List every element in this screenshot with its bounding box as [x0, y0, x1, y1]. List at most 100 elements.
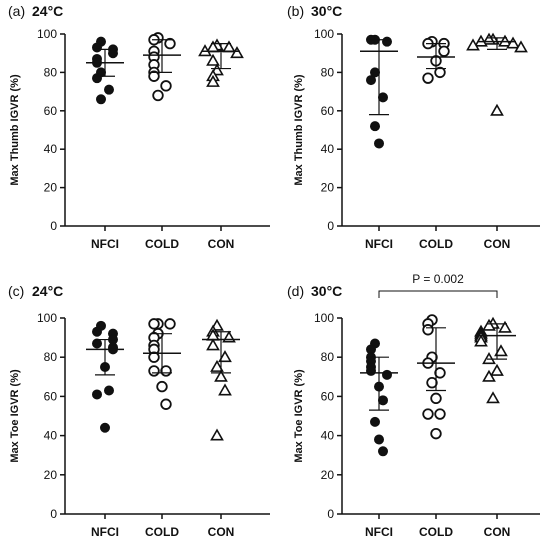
series-con [466, 32, 528, 116]
data-point [206, 338, 220, 351]
y-axis-label: Max Toe IGVR (%) [9, 369, 21, 463]
y-tick-label: 100 [314, 27, 334, 41]
data-point [430, 427, 442, 440]
data-point [366, 365, 376, 376]
data-point [206, 74, 220, 87]
series-con [198, 38, 244, 87]
significance-bracket [378, 290, 498, 298]
data-point [438, 45, 450, 57]
series-nfci [360, 34, 398, 149]
data-point [422, 324, 434, 336]
data-point [434, 408, 446, 420]
panel-label: (d) [287, 283, 304, 299]
x-tick-label: CON [484, 525, 511, 537]
series-cold [143, 318, 181, 410]
data-point [156, 380, 168, 393]
data-point [506, 36, 520, 49]
data-point [148, 365, 160, 377]
data-point [210, 428, 224, 441]
data-point [474, 334, 488, 347]
data-point [378, 446, 388, 457]
data-point [498, 320, 512, 333]
y-tick-label: 60 [321, 389, 335, 403]
data-point [108, 48, 118, 59]
data-point [370, 416, 380, 427]
x-tick-label: NFCI [91, 237, 119, 251]
panel-title: 30°C [311, 3, 342, 19]
data-point [494, 344, 508, 357]
y-tick-label: 0 [327, 507, 334, 521]
data-point [230, 46, 244, 59]
data-point [152, 89, 164, 102]
panel-label: (c) [8, 283, 24, 299]
y-tick-label: 80 [321, 350, 335, 364]
data-point [466, 38, 480, 51]
panel-a: (a) 24°C 0 20 40 60 80 100 Max Thumb IGVR (%) NFC… [8, 3, 270, 251]
y-tick-label: 40 [321, 429, 335, 443]
series-cold [417, 314, 455, 440]
data-point [164, 37, 176, 50]
data-point [382, 369, 392, 380]
data-point [422, 408, 434, 420]
x-tick-label: CON [208, 525, 235, 537]
data-point [482, 352, 496, 365]
data-point [490, 363, 504, 376]
data-point [160, 80, 172, 92]
y-tick-label: 0 [327, 219, 334, 233]
y-tick-label: 40 [44, 142, 58, 156]
data-point [160, 365, 172, 377]
data-point [92, 326, 102, 337]
x-tick-label: COLD [419, 525, 453, 537]
x-tick-label: NFCI [365, 525, 393, 537]
series-cold [417, 35, 455, 84]
data-point [218, 350, 232, 363]
panel-title: 30°C [311, 283, 342, 299]
data-point [148, 70, 160, 82]
y-tick-label: 20 [44, 181, 58, 195]
panel-b: (b) 30°C 0 20 40 60 80 100 Max Thumb IGVR (%) NFC… [287, 3, 540, 251]
data-point [100, 422, 110, 433]
x-tick-label: CON [484, 237, 511, 251]
data-point [366, 75, 376, 86]
y-tick-label: 80 [44, 65, 58, 79]
data-point [92, 73, 102, 84]
y-axis-label: Max Thumb IGVR (%) [293, 74, 305, 186]
y-tick-label: 60 [44, 104, 58, 118]
y-tick-label: 80 [321, 65, 335, 79]
data-point [486, 391, 500, 404]
y-tick-label: 20 [321, 181, 335, 195]
data-point [382, 36, 392, 47]
data-point [104, 84, 114, 95]
data-point [482, 369, 496, 382]
panel-label: (a) [8, 3, 25, 19]
data-point [482, 318, 496, 331]
y-tick-label: 0 [50, 507, 57, 521]
data-point [214, 369, 228, 382]
y-tick-label: 40 [321, 142, 335, 156]
series-con [202, 318, 240, 441]
y-axis-label: Max Thumb IGVR (%) [9, 74, 21, 186]
data-point [490, 103, 504, 116]
panel-d: (d) 30°C 0 20 40 60 80 100 Max Toe IGVR (%) NFCI C… [287, 272, 540, 537]
data-point [104, 385, 114, 396]
x-tick-label: CON [208, 237, 235, 251]
series-cold [143, 32, 181, 102]
panel-label: (b) [287, 3, 304, 19]
data-point [92, 338, 102, 349]
panel-title: 24°C [32, 3, 63, 19]
y-tick-label: 100 [314, 311, 334, 325]
y-tick-label: 60 [44, 389, 58, 403]
data-point [92, 42, 102, 53]
y-tick-label: 20 [321, 468, 335, 482]
x-tick-label: COLD [419, 237, 453, 251]
data-point [206, 53, 220, 66]
data-point [374, 138, 384, 149]
data-point [514, 40, 528, 53]
x-tick-label: COLD [145, 525, 179, 537]
series-con [474, 316, 516, 404]
y-tick-label: 80 [44, 350, 58, 364]
data-point [422, 72, 434, 84]
data-point [434, 367, 446, 379]
data-point [378, 395, 388, 406]
y-tick-label: 20 [44, 468, 58, 482]
